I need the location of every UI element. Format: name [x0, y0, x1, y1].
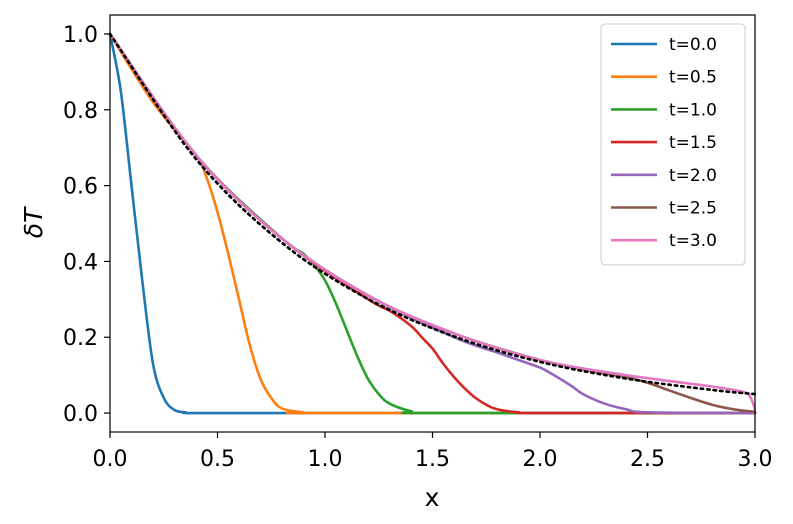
y-tick-label: 0.2 [63, 326, 98, 351]
y-axis-ticks: 0.0 0.2 0.4 0.6 0.8 1.0 [63, 23, 110, 427]
legend-label: t=0.5 [669, 68, 717, 88]
legend-label: t=1.0 [669, 100, 717, 120]
x-axis-ticks: 0.0 0.5 1.0 1.5 2.0 2.5 3.0 [93, 432, 773, 472]
y-tick-label: 0.4 [63, 250, 98, 275]
y-tick-label: 0.8 [63, 99, 98, 124]
legend-label: t=0.0 [669, 35, 717, 55]
legend-label: t=1.5 [669, 133, 717, 153]
x-tick-label: 1.5 [415, 447, 450, 472]
x-tick-label: 3.0 [738, 447, 773, 472]
x-tick-label: 2.5 [630, 447, 665, 472]
series-line-6 [108, 32, 757, 411]
legend: t=0.0 t=0.5 t=1.0 t=1.5 t=2.0 t=2.5 t=3.0 [600, 23, 746, 266]
y-tick-label: 0.0 [63, 402, 98, 427]
x-axis-label: x [425, 483, 440, 512]
y-tick-label: 0.6 [63, 175, 98, 200]
legend-label: t=2.5 [669, 199, 717, 219]
y-axis-label: δT [19, 206, 48, 238]
y-tick-label: 1.0 [63, 23, 98, 48]
x-tick-label: 0.5 [200, 447, 235, 472]
legend-box [600, 23, 746, 266]
reference-dotted-curve [108, 32, 757, 396]
plot-lines [108, 32, 757, 415]
x-tick-label: 0.0 [93, 447, 128, 472]
x-tick-label: 1.0 [308, 447, 343, 472]
legend-label: t=2.0 [669, 166, 717, 186]
x-tick-label: 2.0 [523, 447, 558, 472]
legend-label: t=3.0 [669, 231, 717, 251]
